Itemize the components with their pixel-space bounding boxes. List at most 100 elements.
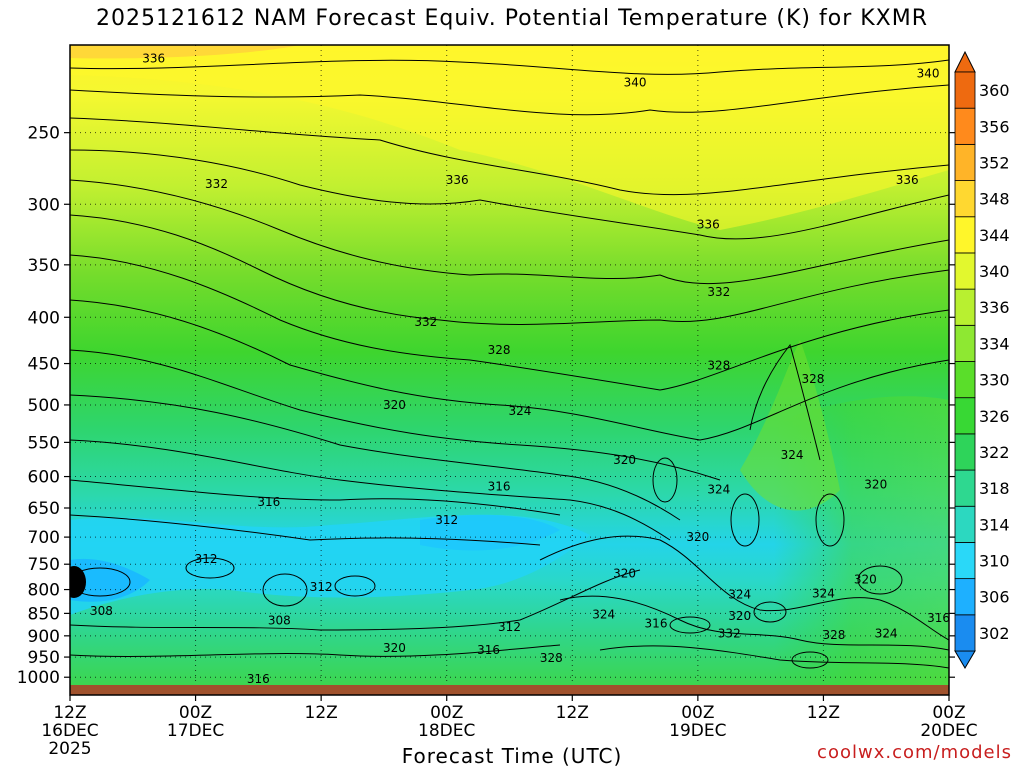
contour-label: 328	[707, 358, 730, 372]
contour-label: 320	[728, 609, 751, 623]
colorbar-label: 334	[979, 334, 1010, 353]
contour-label: 312	[435, 513, 458, 527]
y-tick-label: 300	[28, 195, 60, 215]
colorbar-arrow-top	[954, 50, 976, 73]
contour-label: 316	[257, 495, 280, 509]
colorbar-segment	[954, 71, 976, 109]
colorbar-label: 306	[979, 588, 1010, 607]
colorbar-segment	[954, 107, 976, 145]
ground-bar	[70, 685, 949, 695]
contour-label: 324	[707, 482, 730, 496]
colorbar-segment	[954, 252, 976, 290]
x-tick-label: 00Z	[932, 703, 965, 723]
contour-label: 320	[613, 453, 636, 467]
colorbar-segment	[954, 614, 976, 652]
y-tick-label: 900	[28, 627, 60, 647]
y-tick-label: 650	[28, 499, 60, 519]
contour-label: 312	[310, 580, 333, 594]
colorbar-segment	[954, 542, 976, 580]
contour-label: 332	[718, 627, 741, 641]
contour-label: 336	[697, 218, 720, 232]
contour-label: 324	[509, 404, 532, 418]
colorbar-segment	[954, 397, 976, 435]
credit-text: coolwx.com/models	[817, 742, 1012, 763]
x-tick-label: 00Z	[179, 703, 212, 723]
y-tick-label: 700	[28, 528, 60, 548]
colorbar-segment	[954, 433, 976, 471]
x-tick-label: 12Z	[556, 703, 589, 723]
y-tick-label: 450	[28, 355, 60, 375]
y-tick-label: 550	[28, 433, 60, 453]
colorbar: 302 306 310 314 318 322 326 330 334 336 340 344 348 3…	[954, 50, 1010, 669]
contour-label: 316	[927, 611, 950, 625]
colorbar-segment	[954, 288, 976, 326]
colorbar-label: 340	[979, 262, 1010, 281]
colorbar-label: 318	[979, 479, 1010, 498]
x-tick-label: 12Z	[53, 703, 86, 723]
dark-cell	[70, 566, 86, 598]
contour-label: 332	[205, 177, 228, 191]
x-tick-label: 00Z	[430, 703, 463, 723]
contour-label: 328	[540, 651, 563, 665]
chart-title: 2025121612 NAM Forecast Equiv. Potential…	[95, 6, 929, 31]
contour-label: 320	[864, 477, 887, 491]
colorbar-label: 310	[979, 552, 1010, 571]
colorbar-label: 348	[979, 190, 1010, 209]
x-axis-label: Forecast Time (UTC)	[401, 744, 623, 768]
colorbar-label: 314	[979, 515, 1010, 534]
x-tick-label: 20DEC	[920, 721, 977, 741]
x-tick-label: 19DEC	[669, 721, 726, 741]
x-tick-label: 17DEC	[167, 721, 224, 741]
colorbar-label: 360	[979, 81, 1010, 100]
x-tick-label: 18DEC	[418, 721, 475, 741]
contour-label: 324	[812, 586, 835, 600]
y-tick-label: 350	[28, 256, 60, 276]
colorbar-label: 344	[979, 226, 1010, 245]
y-tick-label: 1000	[17, 668, 60, 688]
contour-label: 332	[414, 315, 437, 329]
y-tick-label: 750	[28, 555, 60, 575]
y-tick-label: 250	[28, 124, 60, 144]
contour-label: 336	[896, 173, 919, 187]
contour-label: 324	[728, 587, 751, 601]
contour-label: 316	[247, 672, 270, 686]
colorbar-segment	[954, 469, 976, 507]
contour-label: 328	[802, 372, 825, 386]
contour-label: 320	[613, 567, 636, 581]
plot-frame	[69, 44, 950, 696]
colorbar-segment	[954, 216, 976, 254]
colorbar-segment	[954, 505, 976, 543]
colorbar-label: 322	[979, 443, 1010, 462]
colorbar-segment	[954, 578, 976, 616]
contour-label: 320	[686, 530, 709, 544]
colorbar-label: 326	[979, 407, 1010, 426]
plot-area	[70, 45, 949, 685]
colorbar-segment	[954, 180, 976, 218]
x-tick-label: 12Z	[305, 703, 338, 723]
colorbar-label: 352	[979, 153, 1010, 172]
contour-label: 320	[854, 573, 877, 587]
y-tick-label: 400	[28, 308, 60, 328]
colorbar-segment	[954, 324, 976, 362]
contour-labels: 340 340 336 336 336 336 332 332 332 328 328 328 324 3…	[90, 52, 950, 687]
contour-label: 308	[90, 604, 113, 618]
colorbar-segment	[954, 361, 976, 399]
contour-label: 336	[142, 52, 165, 66]
colorbar-label: 356	[979, 117, 1010, 136]
y-axis: 250 300 350 400 450 500 550 600 650 700 750 800 850 9…	[17, 124, 955, 688]
contour-label: 316	[477, 643, 500, 657]
contour-label: 312	[195, 552, 218, 566]
colorbar-segment	[954, 143, 976, 181]
x-tick-label: 12Z	[807, 703, 840, 723]
y-tick-label: 850	[28, 604, 60, 624]
y-tick-label: 800	[28, 581, 60, 601]
x-tick-label: 00Z	[681, 703, 714, 723]
colorbar-arrow-bottom	[954, 650, 976, 669]
y-tick-label: 500	[28, 396, 60, 416]
contour-label: 312	[498, 620, 521, 634]
colorbar-label: 336	[979, 298, 1010, 317]
contour-label: 328	[822, 628, 845, 642]
x-tick-label: 16DEC	[41, 721, 98, 741]
